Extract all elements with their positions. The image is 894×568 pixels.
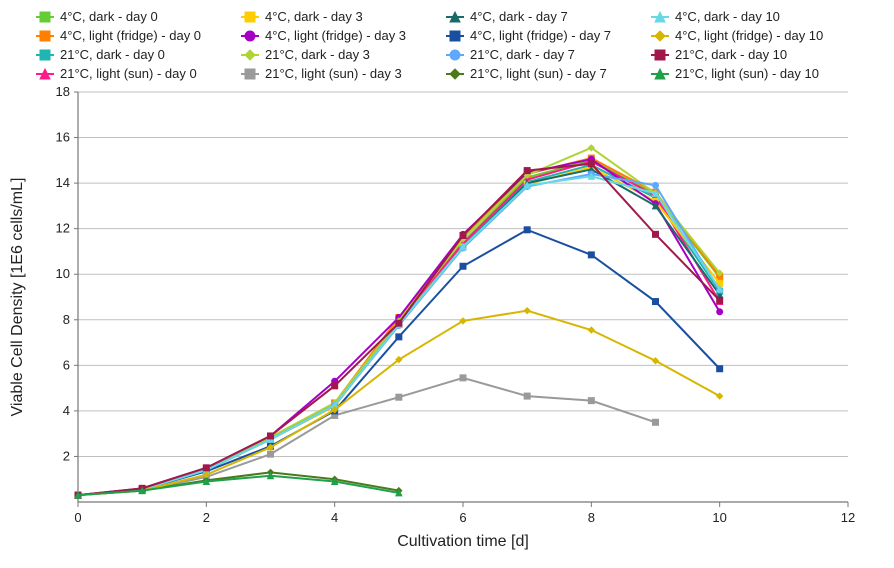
legend-label: 4°C, light (fridge) - day 10 — [675, 28, 823, 43]
legend-label: 21°C, light (sun) - day 7 — [470, 66, 607, 81]
y-axis-label: Viable Cell Density [1E6 cells/mL] — [9, 178, 26, 417]
legend-item: 21°C, light (sun) - day 7 — [446, 66, 607, 81]
legend-item: 21°C, light (sun) - day 0 — [36, 66, 197, 81]
x-tick-label: 6 — [459, 510, 466, 525]
y-tick-label: 14 — [56, 175, 70, 190]
legend-label: 21°C, light (sun) - day 3 — [265, 66, 402, 81]
y-tick-label: 6 — [63, 357, 70, 372]
legend-label: 21°C, dark - day 7 — [470, 47, 575, 62]
x-tick-label: 8 — [588, 510, 595, 525]
legend-item: 21°C, light (sun) - day 10 — [651, 66, 819, 81]
legend-label: 4°C, dark - day 0 — [60, 9, 158, 24]
legend-label: 4°C, light (fridge) - day 0 — [60, 28, 201, 43]
legend-label: 4°C, dark - day 3 — [265, 9, 363, 24]
legend-item: 21°C, light (sun) - day 3 — [241, 66, 402, 81]
y-tick-label: 18 — [56, 84, 70, 99]
legend-label: 21°C, dark - day 3 — [265, 47, 370, 62]
legend-label: 4°C, light (fridge) - day 7 — [470, 28, 611, 43]
legend-label: 4°C, dark - day 7 — [470, 9, 568, 24]
legend-item: 4°C, light (fridge) - day 10 — [651, 28, 823, 43]
legend-item: 4°C, light (fridge) - day 0 — [36, 28, 201, 43]
legend-label: 21°C, dark - day 0 — [60, 47, 165, 62]
legend-label: 4°C, light (fridge) - day 3 — [265, 28, 406, 43]
x-tick-label: 0 — [74, 510, 81, 525]
x-tick-label: 4 — [331, 510, 338, 525]
legend-label: 4°C, dark - day 10 — [675, 9, 780, 24]
x-tick-label: 10 — [712, 510, 726, 525]
growth-chart: 2 4 6 8 10 12 14 16 18 0 2 4 6 8 10 12 Viable Cell Densi… — [0, 0, 894, 568]
y-tick-label: 16 — [56, 130, 70, 145]
legend-item: 4°C, light (fridge) - day 3 — [241, 28, 406, 43]
legend-label: 21°C, light (sun) - day 10 — [675, 66, 819, 81]
y-tick-label: 2 — [63, 448, 70, 463]
x-tick-label: 2 — [203, 510, 210, 525]
chart-container: 2 4 6 8 10 12 14 16 18 0 2 4 6 8 10 12 Viable Cell Densi… — [0, 0, 894, 568]
y-tick-label: 8 — [63, 312, 70, 327]
legend-item: 4°C, light (fridge) - day 7 — [446, 28, 611, 43]
y-tick-label: 10 — [56, 266, 70, 281]
x-tick-label: 12 — [841, 510, 855, 525]
y-tick-label: 12 — [56, 221, 70, 236]
legend-label: 21°C, light (sun) - day 0 — [60, 66, 197, 81]
legend-label: 21°C, dark - day 10 — [675, 47, 787, 62]
y-tick-label: 4 — [63, 403, 70, 418]
x-axis-label: Cultivation time [d] — [397, 533, 529, 550]
